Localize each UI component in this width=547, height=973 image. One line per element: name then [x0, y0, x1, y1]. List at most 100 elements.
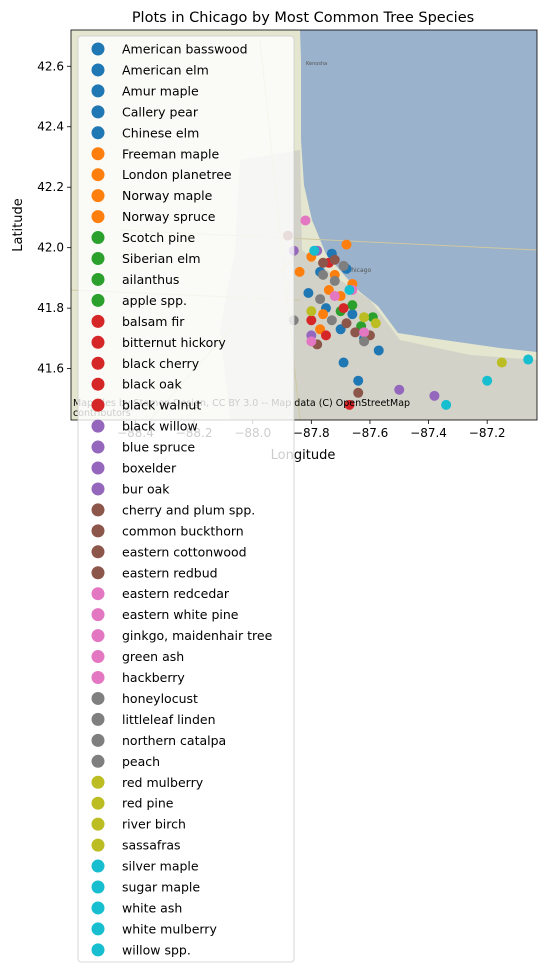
legend-label: common buckthorn	[122, 523, 244, 538]
axes-frame	[70, 29, 538, 421]
legend-marker	[91, 335, 105, 349]
data-point	[359, 312, 370, 323]
data-point	[329, 275, 340, 286]
legend-label: blue spruce	[122, 440, 195, 455]
basemap-urban-area	[220, 150, 537, 420]
data-point	[394, 384, 405, 395]
data-point	[329, 291, 340, 302]
legend-label: black willow	[122, 419, 198, 434]
data-point	[341, 318, 352, 329]
data-point	[329, 254, 340, 265]
data-point	[338, 260, 349, 271]
legend-marker	[91, 189, 105, 203]
data-point	[338, 303, 349, 314]
legend-marker	[91, 691, 105, 705]
data-point	[341, 239, 352, 250]
legend-marker	[91, 545, 105, 559]
legend-marker	[91, 210, 105, 224]
y-tick-label: 42.4	[37, 120, 64, 134]
data-point	[429, 390, 440, 401]
legend-marker	[91, 461, 105, 475]
legend-label: American basswood	[122, 42, 248, 57]
data-point	[306, 315, 317, 326]
legend-label: green ash	[122, 649, 184, 664]
legend-marker	[91, 398, 105, 412]
legend-marker	[91, 105, 105, 119]
legend-marker	[91, 524, 105, 538]
legend-marker	[91, 293, 105, 307]
data-point	[306, 336, 317, 347]
legend-label: Scotch pine	[122, 230, 195, 245]
legend-label: Callery pear	[122, 104, 199, 119]
legend-marker	[91, 775, 105, 789]
data-point	[373, 345, 384, 356]
data-point	[294, 266, 305, 277]
legend-label: black cherry	[122, 356, 200, 371]
data-point	[318, 309, 329, 320]
legend-label: black oak	[122, 377, 182, 392]
legend-marker	[91, 231, 105, 245]
legend-label: London planetree	[122, 167, 232, 182]
data-point	[350, 327, 361, 338]
legend-marker	[91, 126, 105, 140]
data-point	[318, 269, 329, 280]
legend-label: black walnut	[122, 398, 201, 413]
y-tick-label: 42.2	[37, 180, 64, 194]
data-point	[359, 336, 370, 347]
legend-label: sassafras	[122, 838, 181, 853]
legend-marker	[91, 859, 105, 873]
legend-frame	[77, 35, 295, 963]
data-point	[338, 357, 349, 368]
x-tick-label: −87.2	[469, 426, 506, 440]
data-point	[359, 327, 370, 338]
legend-marker	[91, 671, 105, 684]
legend-marker	[91, 377, 105, 391]
legend-label: Freeman maple	[122, 146, 220, 161]
legend-label: ailanthus	[122, 272, 179, 287]
legend-marker	[91, 943, 105, 957]
legend-marker	[91, 63, 105, 77]
data-point	[523, 354, 534, 365]
legend-label: cherry and plum spp.	[122, 502, 255, 517]
legend-marker	[91, 84, 105, 98]
legend-label: littleleaf linden	[122, 712, 216, 727]
data-point	[318, 257, 329, 268]
legend-marker	[91, 796, 105, 810]
basemap-label-chicago: Chicago	[347, 267, 371, 274]
legend-marker	[91, 356, 105, 370]
legend-label: eastern redbud	[122, 565, 218, 580]
basemap-label-kenosha: Kenosha	[306, 61, 327, 67]
data-point	[309, 245, 320, 256]
legend-marker	[91, 147, 105, 161]
legend-marker	[91, 272, 105, 286]
legend-label: Siberian elm	[122, 251, 201, 266]
data-point	[353, 375, 364, 386]
y-axis: 41.6 41.8 42.0 42.2 42.4 42.6	[37, 59, 71, 376]
legend-marker	[91, 922, 105, 936]
legend-label: honeylocust	[122, 691, 198, 706]
legend-marker	[91, 440, 105, 454]
basemap-lake	[300, 30, 537, 352]
legend-label: white mulberry	[122, 921, 217, 936]
legend-marker	[91, 880, 105, 894]
legend-label: eastern white pine	[122, 607, 239, 622]
legend-marker	[91, 901, 105, 915]
legend-label: eastern cottonwood	[122, 544, 247, 559]
legend-label: silver maple	[122, 859, 199, 874]
legend-marker	[91, 754, 105, 768]
data-point	[320, 330, 331, 341]
x-tick-label: −87.8	[293, 426, 330, 440]
legend: American basswood American elm Amur maple C…	[77, 35, 295, 963]
legend-label: bitternut hickory	[122, 335, 226, 350]
legend-label: balsam fir	[122, 314, 185, 329]
legend-label: ginkgo, maidenhair tree	[122, 628, 273, 643]
legend-marker	[91, 42, 105, 56]
data-point	[496, 357, 507, 368]
legend-label: Chinese elm	[122, 125, 199, 140]
legend-marker	[91, 482, 105, 496]
legend-marker	[91, 419, 105, 433]
data-point	[344, 399, 355, 410]
legend-label: hackberry	[122, 670, 185, 685]
legend-marker	[91, 608, 105, 622]
legend-marker	[91, 838, 105, 852]
